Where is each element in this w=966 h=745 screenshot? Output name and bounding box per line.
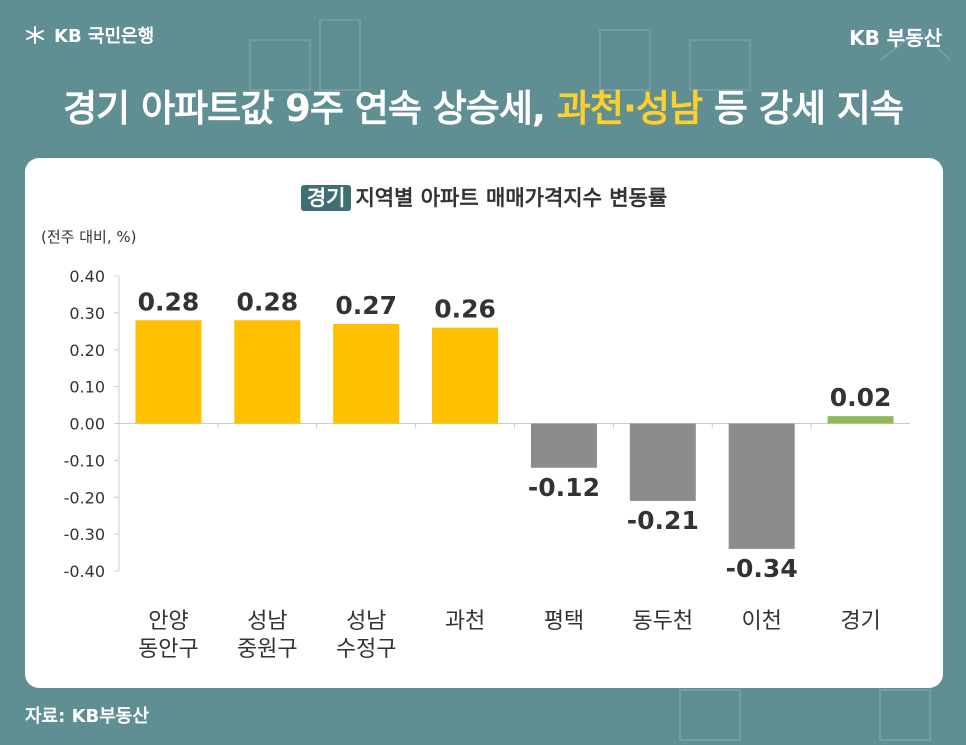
x-tick-label: 동두천 [632,609,693,634]
x-tick-label: 중원구 [237,637,298,662]
data-label: 0.28 [236,287,298,316]
x-tick-label: 성남 [247,609,287,634]
bar [333,323,400,424]
unit-label: (전주 대비, %) [41,228,137,246]
x-tick-label: 안양 [148,609,188,634]
chart-title-tag: 경기 [300,185,352,211]
y-tick-label: 0.10 [69,378,105,397]
data-label: 0.02 [830,383,892,412]
x-tick-label: 과천 [445,609,485,634]
x-tick-label: 평택 [544,609,584,634]
headline-highlight: 과천·성남 [556,87,703,130]
x-tick-label: 성남 [346,609,386,634]
source-note: 자료: KB부동산 [25,706,149,727]
brand-name: KB 부동산 [849,26,942,50]
y-tick-label: -0.20 [64,488,105,507]
chart-card: 경기 지역별 아파트 매매가격지수 변동률 (전주 대비, %) 0.40 0.30… [25,158,943,688]
data-label: -0.12 [528,473,600,502]
kb-bank-logo: KB 국민은행 [22,22,154,48]
bar [432,327,499,424]
bar-chart: 0.40 0.30 0.20 0.10 0.00 -0.10 -0.20 -0.30 -0.40… [64,267,910,662]
chart-title: 경기 지역별 아파트 매매가격지수 변동률 [25,182,943,212]
y-tick-label: 0.20 [69,341,105,360]
bar [530,423,597,468]
bar [827,416,894,424]
x-tick-label: 동안구 [138,637,199,662]
data-label: 0.28 [138,287,200,316]
data-label: -0.21 [627,506,699,535]
y-tick-label: 0.00 [69,415,105,434]
y-tick-label: -0.10 [64,451,105,470]
x-tick-label: 이천 [741,609,781,634]
y-tick-label: -0.40 [64,562,105,581]
bar [728,423,795,549]
data-label: 0.27 [335,291,397,320]
chart-title-text: 지역별 아파트 매매가격지수 변동률 [355,186,668,210]
y-tick-label: -0.30 [64,525,105,544]
bar [234,320,301,424]
bar [135,320,202,424]
headline-main: 경기 아파트값 9주 연속 상승세, [63,87,557,130]
bar [629,423,696,501]
x-tick-label: 경기 [840,609,880,634]
headline-tail: 등 강세 지속 [702,87,904,130]
data-label: -0.34 [726,554,798,583]
bank-name: KB 국민은행 [54,26,155,47]
data-label: 0.26 [434,295,496,324]
kb-star-icon [26,26,44,44]
y-tick-label: 0.30 [69,304,105,323]
x-tick-label: 수정구 [336,637,397,662]
headline: 경기 아파트값 9주 연속 상승세, 과천·성남 등 강세 지속 [0,78,966,132]
y-tick-label: 0.40 [69,267,105,286]
